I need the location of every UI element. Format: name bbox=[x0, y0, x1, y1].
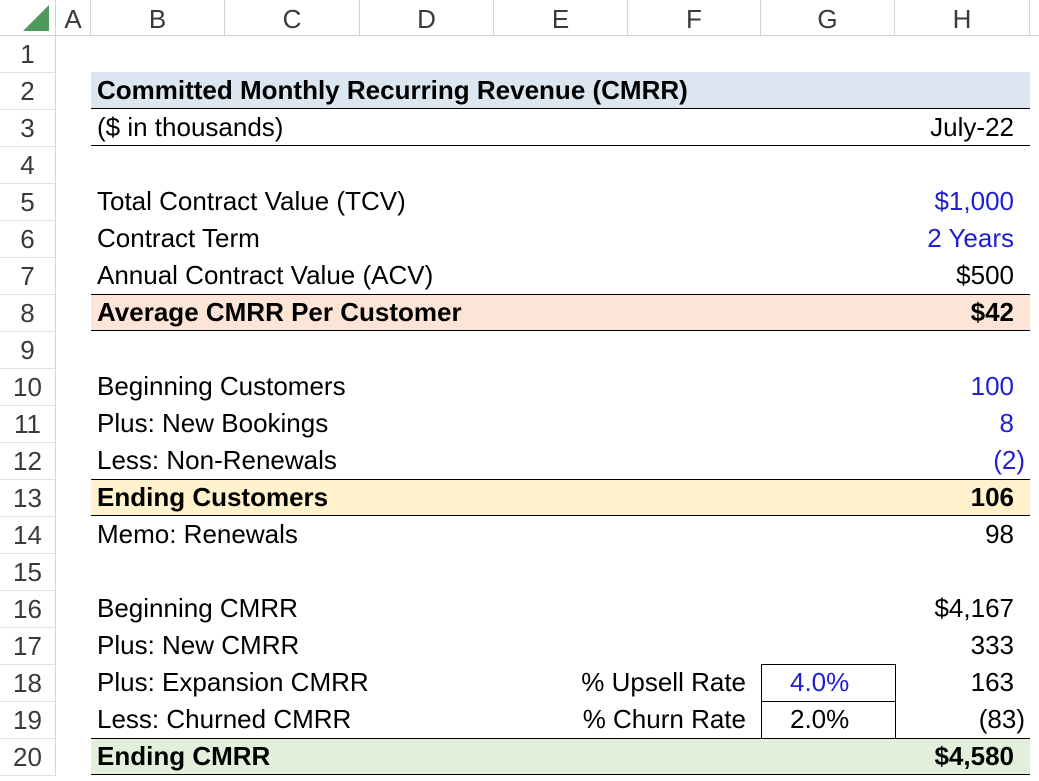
non-renewals-label[interactable]: Less: Non-Renewals bbox=[97, 445, 337, 475]
tcv-label[interactable]: Total Contract Value (TCV) bbox=[97, 186, 406, 216]
avg-cmrr-band bbox=[91, 294, 1030, 331]
term-value[interactable]: 2 Years bbox=[927, 223, 1014, 253]
column-header-b[interactable]: B bbox=[91, 0, 225, 35]
churned-cmrr-value[interactable]: (83) bbox=[978, 704, 1025, 734]
column-header-e[interactable]: E bbox=[494, 0, 628, 35]
ending-customers-label[interactable]: Ending Customers bbox=[97, 482, 329, 512]
row-header-5[interactable]: 5 bbox=[0, 184, 56, 221]
new-bookings-label[interactable]: Plus: New Bookings bbox=[97, 408, 329, 438]
row-header-8[interactable]: 8 bbox=[0, 295, 56, 332]
begin-customers-label[interactable]: Beginning Customers bbox=[97, 371, 346, 401]
row-header-10[interactable]: 10 bbox=[0, 369, 56, 406]
title-band bbox=[91, 72, 1030, 109]
expansion-cmrr-value[interactable]: 163 bbox=[970, 667, 1014, 697]
tcv-value[interactable]: $1,000 bbox=[934, 186, 1014, 216]
acv-value[interactable]: $500 bbox=[956, 260, 1014, 290]
row-header-13[interactable]: 13 bbox=[0, 480, 56, 517]
expansion-cmrr-label[interactable]: Plus: Expansion CMRR bbox=[97, 667, 369, 697]
ending-customers-value[interactable]: 106 bbox=[970, 482, 1014, 512]
select-all-corner[interactable] bbox=[0, 0, 56, 36]
churned-cmrr-label[interactable]: Less: Churned CMRR bbox=[97, 704, 352, 734]
memo-renewals-value[interactable]: 98 bbox=[985, 519, 1014, 549]
begin-cmrr-label[interactable]: Beginning CMRR bbox=[97, 593, 298, 623]
column-header-d[interactable]: D bbox=[360, 0, 494, 35]
memo-renewals-label[interactable]: Memo: Renewals bbox=[97, 519, 298, 549]
begin-cmrr-value[interactable]: $4,167 bbox=[934, 593, 1014, 623]
acv-label[interactable]: Annual Contract Value (ACV) bbox=[97, 260, 434, 290]
avg-cmrr-value[interactable]: $42 bbox=[970, 297, 1014, 327]
period-label[interactable]: July-22 bbox=[930, 112, 1014, 142]
row-header-6[interactable]: 6 bbox=[0, 221, 56, 258]
row-header-14[interactable]: 14 bbox=[0, 517, 56, 554]
upsell-rate-label[interactable]: % Upsell Rate bbox=[581, 667, 746, 697]
ending-cmrr-label[interactable]: Ending CMRR bbox=[97, 741, 271, 771]
row-header-1[interactable]: 1 bbox=[0, 36, 56, 73]
row-header-7[interactable]: 7 bbox=[0, 258, 56, 295]
avg-cmrr-label[interactable]: Average CMRR Per Customer bbox=[97, 297, 462, 327]
row-header-2[interactable]: 2 bbox=[0, 73, 56, 110]
row-header-12[interactable]: 12 bbox=[0, 443, 56, 480]
churn-rate-label[interactable]: % Churn Rate bbox=[582, 704, 746, 734]
begin-customers-value[interactable]: 100 bbox=[970, 371, 1014, 401]
units-row-border bbox=[91, 109, 1030, 146]
new-cmrr-label[interactable]: Plus: New CMRR bbox=[97, 630, 300, 660]
new-bookings-value[interactable]: 8 bbox=[999, 408, 1014, 438]
select-all-triangle-icon bbox=[23, 5, 49, 31]
upsell-rate-value[interactable]: 4.0% bbox=[790, 667, 850, 697]
row-header-16[interactable]: 16 bbox=[0, 591, 56, 628]
column-header-c[interactable]: C bbox=[225, 0, 360, 35]
row-header-4[interactable]: 4 bbox=[0, 147, 56, 184]
column-header-h[interactable]: H bbox=[895, 0, 1030, 35]
row-header-19[interactable]: 19 bbox=[0, 702, 56, 739]
row-header-11[interactable]: 11 bbox=[0, 406, 56, 443]
term-label[interactable]: Contract Term bbox=[97, 223, 260, 253]
ending-customers-band bbox=[91, 479, 1030, 516]
ending-cmrr-value[interactable]: $4,580 bbox=[934, 741, 1014, 771]
row-header-17[interactable]: 17 bbox=[0, 628, 56, 665]
row-header-18[interactable]: 18 bbox=[0, 665, 56, 702]
row-header-15[interactable]: 15 bbox=[0, 554, 56, 591]
column-header-a[interactable]: A bbox=[56, 0, 91, 35]
row-header-9[interactable]: 9 bbox=[0, 332, 56, 369]
column-header-f[interactable]: F bbox=[628, 0, 761, 35]
non-renewals-value[interactable]: (2) bbox=[993, 445, 1025, 475]
row-header-20[interactable]: 20 bbox=[0, 739, 56, 776]
column-header-bar: A B C D E F G H bbox=[56, 0, 1039, 36]
churn-rate-value[interactable]: 2.0% bbox=[790, 704, 850, 734]
sheet-title[interactable]: Committed Monthly Recurring Revenue (CMR… bbox=[97, 75, 688, 105]
column-header-g[interactable]: G bbox=[761, 0, 895, 35]
row-header-3[interactable]: 3 bbox=[0, 110, 56, 147]
ending-cmrr-band bbox=[91, 738, 1030, 775]
new-cmrr-value[interactable]: 333 bbox=[970, 630, 1014, 660]
units-label[interactable]: ($ in thousands) bbox=[97, 112, 284, 142]
